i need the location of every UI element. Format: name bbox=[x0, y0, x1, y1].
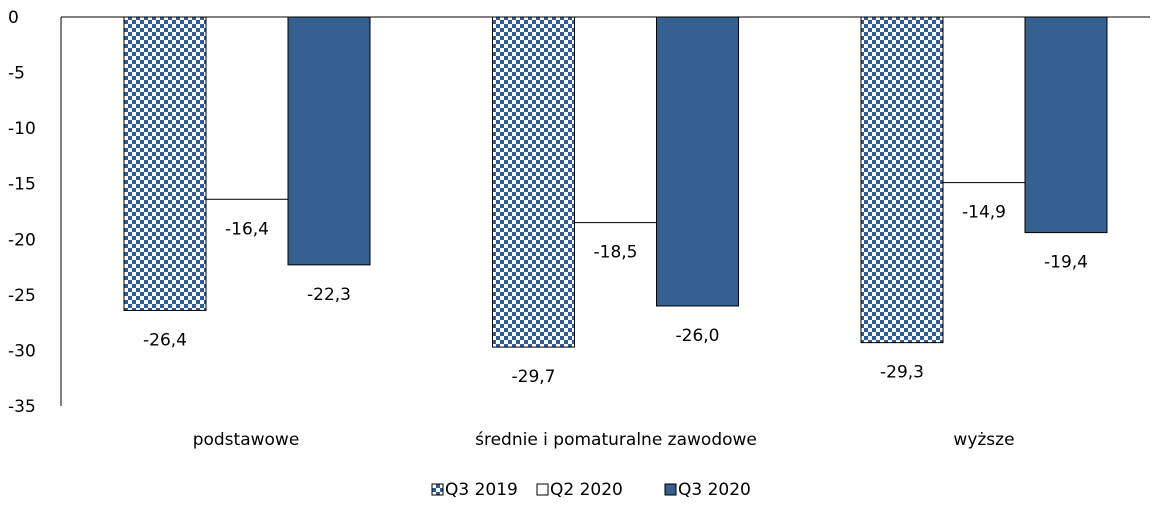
data-label: -26,4 bbox=[143, 330, 187, 350]
y-tick-label: -5 bbox=[8, 64, 25, 84]
bar-q3-2019 bbox=[492, 16, 575, 348]
bar-q3-2020 bbox=[287, 16, 371, 266]
category-label: wyższe bbox=[953, 430, 1014, 450]
bar-q3-2020 bbox=[1024, 16, 1108, 234]
bar-q3-2019 bbox=[123, 16, 207, 311]
bar-q3-2019 bbox=[860, 16, 944, 344]
legend-swatch bbox=[664, 483, 677, 496]
legend-label: Q3 2020 bbox=[678, 480, 751, 500]
data-label: -16,4 bbox=[225, 219, 269, 239]
data-label: -29,7 bbox=[512, 367, 556, 387]
category-label: średnie i pomaturalne zawodowe bbox=[475, 430, 757, 450]
legend: Q3 2019 Q2 2020 Q3 2020 bbox=[431, 480, 751, 500]
category-label: podstawowe bbox=[193, 430, 300, 450]
data-label: -19,4 bbox=[1044, 253, 1088, 273]
data-label: -18,5 bbox=[594, 243, 638, 263]
legend-swatch bbox=[536, 483, 549, 496]
plot-area: 0 -5 -10 -15 -20 -25 -30 -35 -26,4 -29,7 -29,3 -16,… bbox=[8, 8, 1150, 450]
data-label: -29,3 bbox=[880, 363, 924, 383]
y-tick-label: -30 bbox=[8, 341, 36, 361]
y-tick-label: -15 bbox=[8, 175, 36, 195]
y-tick-label: -35 bbox=[8, 397, 36, 417]
bar-q3-2020 bbox=[656, 16, 739, 307]
y-tick-label: -20 bbox=[8, 230, 36, 250]
bar-q2-2020 bbox=[574, 16, 657, 224]
data-label: -26,0 bbox=[676, 326, 720, 346]
y-tick-label: 0 bbox=[8, 8, 19, 28]
bar-q2-2020 bbox=[942, 16, 1026, 184]
bar-q2-2020 bbox=[205, 16, 289, 200]
y-tick-label: -25 bbox=[8, 286, 36, 306]
data-label: -22,3 bbox=[307, 285, 351, 305]
legend-swatch bbox=[431, 483, 444, 496]
data-label: -14,9 bbox=[962, 203, 1006, 223]
y-tick-label: -10 bbox=[8, 119, 36, 139]
legend-label: Q3 2019 bbox=[445, 480, 518, 500]
legend-label: Q2 2020 bbox=[550, 480, 623, 500]
